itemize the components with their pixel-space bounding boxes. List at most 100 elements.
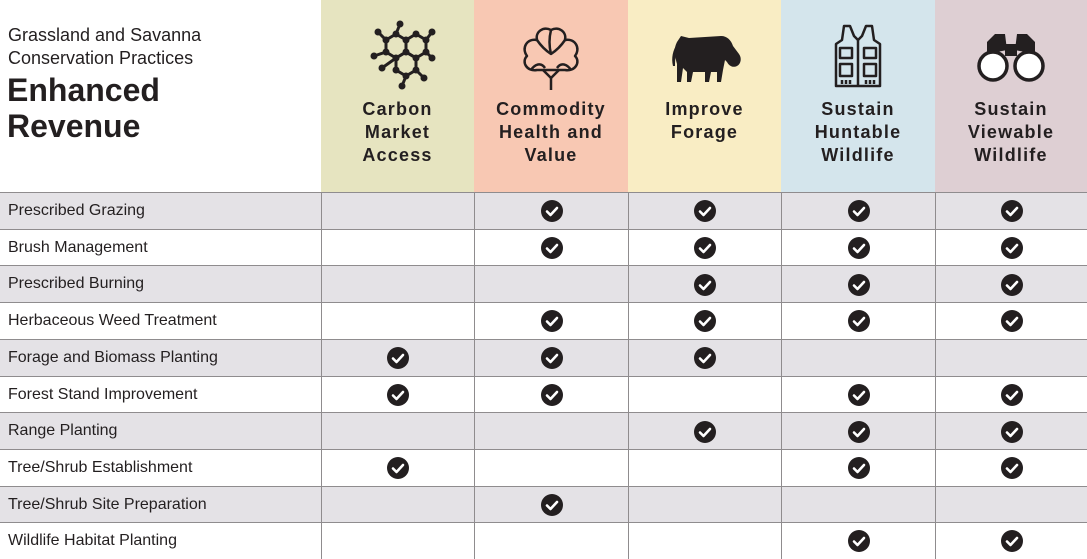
cell-forage	[628, 449, 781, 487]
check-icon	[1000, 310, 1023, 333]
check-icon	[847, 457, 870, 480]
cell-huntable	[781, 449, 935, 487]
practice-name: Wildlife Habitat Planting	[8, 532, 177, 550]
column-label-forage: Improve Forage	[665, 99, 744, 142]
cell-viewable	[935, 486, 1087, 524]
cell-carbon	[321, 486, 474, 524]
column-header-viewable: Sustain Viewable Wildlife	[935, 0, 1087, 192]
cell-viewable	[935, 303, 1087, 340]
table-row: Forest Stand Improvement	[0, 375, 1087, 414]
table-row: Tree/Shrub Establishment	[0, 448, 1087, 487]
header-subtitle: Grassland and Savanna Conservation Pract…	[8, 25, 202, 68]
check-icon	[694, 420, 716, 443]
cell-huntable	[781, 413, 935, 450]
check-icon	[1000, 200, 1023, 223]
cell-commodity	[474, 376, 628, 414]
check-icon	[847, 273, 870, 296]
cell-huntable	[781, 193, 935, 230]
cell-huntable	[781, 523, 935, 559]
table-row: Forage and Biomass Planting	[0, 338, 1087, 377]
cell-commodity	[474, 339, 628, 377]
check-icon	[694, 200, 716, 223]
check-icon	[540, 200, 563, 223]
practice-name: Brush Management	[8, 238, 148, 256]
cell-commodity	[474, 413, 628, 450]
cell-forage	[628, 413, 781, 450]
cell-commodity	[474, 523, 628, 559]
practice-name: Herbaceous Weed Treatment	[8, 312, 217, 330]
title-block: Grassland and Savanna Conservation Pract…	[0, 0, 321, 192]
cell-forage	[628, 376, 781, 414]
cell-huntable	[781, 303, 935, 340]
check-icon	[694, 347, 716, 370]
cell-viewable	[935, 523, 1087, 559]
binoculars-icon	[977, 34, 1045, 82]
cell-viewable	[935, 266, 1087, 304]
grazing-cow-icon	[671, 36, 741, 82]
practice-name: Prescribed Burning	[8, 275, 145, 293]
check-icon	[1000, 237, 1023, 260]
cell-carbon	[321, 266, 474, 304]
check-icon	[694, 273, 716, 296]
cell-viewable	[935, 193, 1087, 230]
cell-huntable	[781, 486, 935, 524]
cell-carbon	[321, 229, 474, 267]
check-icon	[1000, 457, 1023, 480]
cell-viewable	[935, 449, 1087, 487]
check-icon	[847, 237, 870, 260]
column-label-commodity: Commodity Health and Value	[496, 99, 606, 165]
check-icon	[387, 457, 409, 480]
cell-carbon	[321, 413, 474, 450]
hunting-vest-icon	[834, 24, 882, 88]
check-icon	[1000, 383, 1023, 406]
table-row: Brush Management	[0, 228, 1087, 267]
cell-commodity	[474, 449, 628, 487]
check-icon	[1000, 273, 1023, 296]
cell-carbon	[321, 193, 474, 230]
molecule-icon	[370, 20, 435, 90]
cell-forage	[628, 229, 781, 267]
check-icon	[847, 383, 870, 406]
column-header-carbon: Carbon Market Access	[321, 0, 474, 192]
cell-carbon	[321, 449, 474, 487]
check-icon	[540, 237, 563, 260]
table-row: Tree/Shrub Site Preparation	[0, 485, 1087, 524]
cell-viewable	[935, 376, 1087, 414]
table-row: Prescribed Burning	[0, 265, 1087, 304]
check-icon	[847, 310, 870, 333]
table-row: Herbaceous Weed Treatment	[0, 302, 1087, 340]
practice-name: Tree/Shrub Site Preparation	[8, 495, 207, 513]
check-icon	[540, 310, 563, 333]
cell-commodity	[474, 266, 628, 304]
check-icon	[540, 383, 563, 406]
cell-commodity	[474, 229, 628, 267]
cell-commodity	[474, 303, 628, 340]
table-row: Prescribed Grazing	[0, 192, 1087, 230]
cell-huntable	[781, 376, 935, 414]
cell-carbon	[321, 523, 474, 559]
cell-forage	[628, 266, 781, 304]
practice-name: Forest Stand Improvement	[8, 385, 198, 403]
column-header-huntable: Sustain Huntable Wildlife	[781, 0, 935, 192]
cell-forage	[628, 339, 781, 377]
table-row: Range Planting	[0, 412, 1087, 450]
check-icon	[1000, 530, 1023, 553]
cell-viewable	[935, 229, 1087, 267]
column-label-viewable: Sustain Viewable Wildlife	[967, 99, 1055, 165]
practice-name: Tree/Shrub Establishment	[8, 458, 193, 476]
check-icon	[847, 530, 870, 553]
cell-viewable	[935, 339, 1087, 377]
check-icon	[694, 237, 716, 260]
column-label-carbon: Carbon Market Access	[362, 99, 433, 165]
cell-carbon	[321, 339, 474, 377]
check-icon	[847, 200, 870, 223]
cell-huntable	[781, 339, 935, 377]
cotton-boll-icon	[523, 27, 579, 90]
cell-carbon	[321, 303, 474, 340]
check-icon	[387, 347, 409, 370]
check-icon	[847, 420, 870, 443]
cell-huntable	[781, 229, 935, 267]
practice-name: Prescribed Grazing	[8, 202, 145, 219]
cell-forage	[628, 523, 781, 559]
table-row: Wildlife Habitat Planting	[0, 522, 1087, 559]
